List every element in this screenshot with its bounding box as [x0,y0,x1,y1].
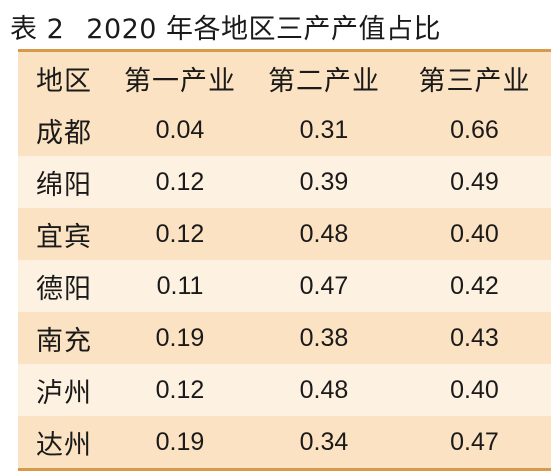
primary-cell: 0.11 [156,271,204,300]
table-row: 成都 0.04 0.31 0.66 [18,104,551,156]
secondary-cell: 0.47 [299,271,349,300]
primary-cell: 0.04 [155,115,205,144]
tertiary-cell: 0.40 [450,375,499,404]
data-table: 地区 第一产业 第二产业 第三产业 成都 0.04 0.31 0.66 绵阳 0… [18,49,551,471]
table-caption: 表 2 2020 年各地区三产产值占比 [10,6,441,46]
table-row: 南充 0.19 0.38 0.43 [18,312,551,364]
header-region: 地区 [36,65,92,97]
region-cell: 绵阳 [36,169,92,201]
secondary-cell: 0.38 [299,323,349,352]
tertiary-cell: 0.40 [450,219,499,248]
tertiary-cell: 0.42 [450,271,499,300]
table-row: 达州 0.19 0.34 0.47 [18,416,551,468]
secondary-cell: 0.31 [299,115,349,144]
primary-cell: 0.12 [155,375,205,404]
table-row: 绵阳 0.12 0.39 0.49 [18,156,551,208]
header-secondary: 第二产业 [268,65,380,97]
table-row: 泸州 0.12 0.48 0.40 [18,364,551,416]
primary-cell: 0.12 [155,167,205,196]
primary-cell: 0.19 [155,427,205,456]
table-header-row: 地区 第一产业 第二产业 第三产业 [18,52,551,104]
secondary-cell: 0.48 [299,375,349,404]
region-cell: 达州 [36,429,92,461]
table-title: 2020 年各地区三产产值占比 [86,13,442,45]
table-row: 宜宾 0.12 0.48 0.40 [18,208,551,260]
primary-cell: 0.12 [155,219,205,248]
region-cell: 南充 [36,325,92,357]
tertiary-cell: 0.49 [450,167,499,196]
region-cell: 德阳 [36,273,92,305]
secondary-cell: 0.34 [299,427,349,456]
table-number: 表 2 [10,13,65,45]
tertiary-cell: 0.47 [450,427,499,456]
tertiary-cell: 0.43 [450,323,499,352]
header-primary: 第一产业 [124,65,236,97]
table-row: 德阳 0.11 0.47 0.42 [18,260,551,312]
region-cell: 成都 [36,117,92,149]
region-cell: 泸州 [36,377,92,409]
secondary-cell: 0.39 [299,167,349,196]
secondary-cell: 0.48 [299,219,349,248]
header-tertiary: 第三产业 [418,65,531,97]
region-cell: 宜宾 [36,221,92,253]
tertiary-cell: 0.66 [450,115,499,144]
primary-cell: 0.19 [155,323,205,352]
